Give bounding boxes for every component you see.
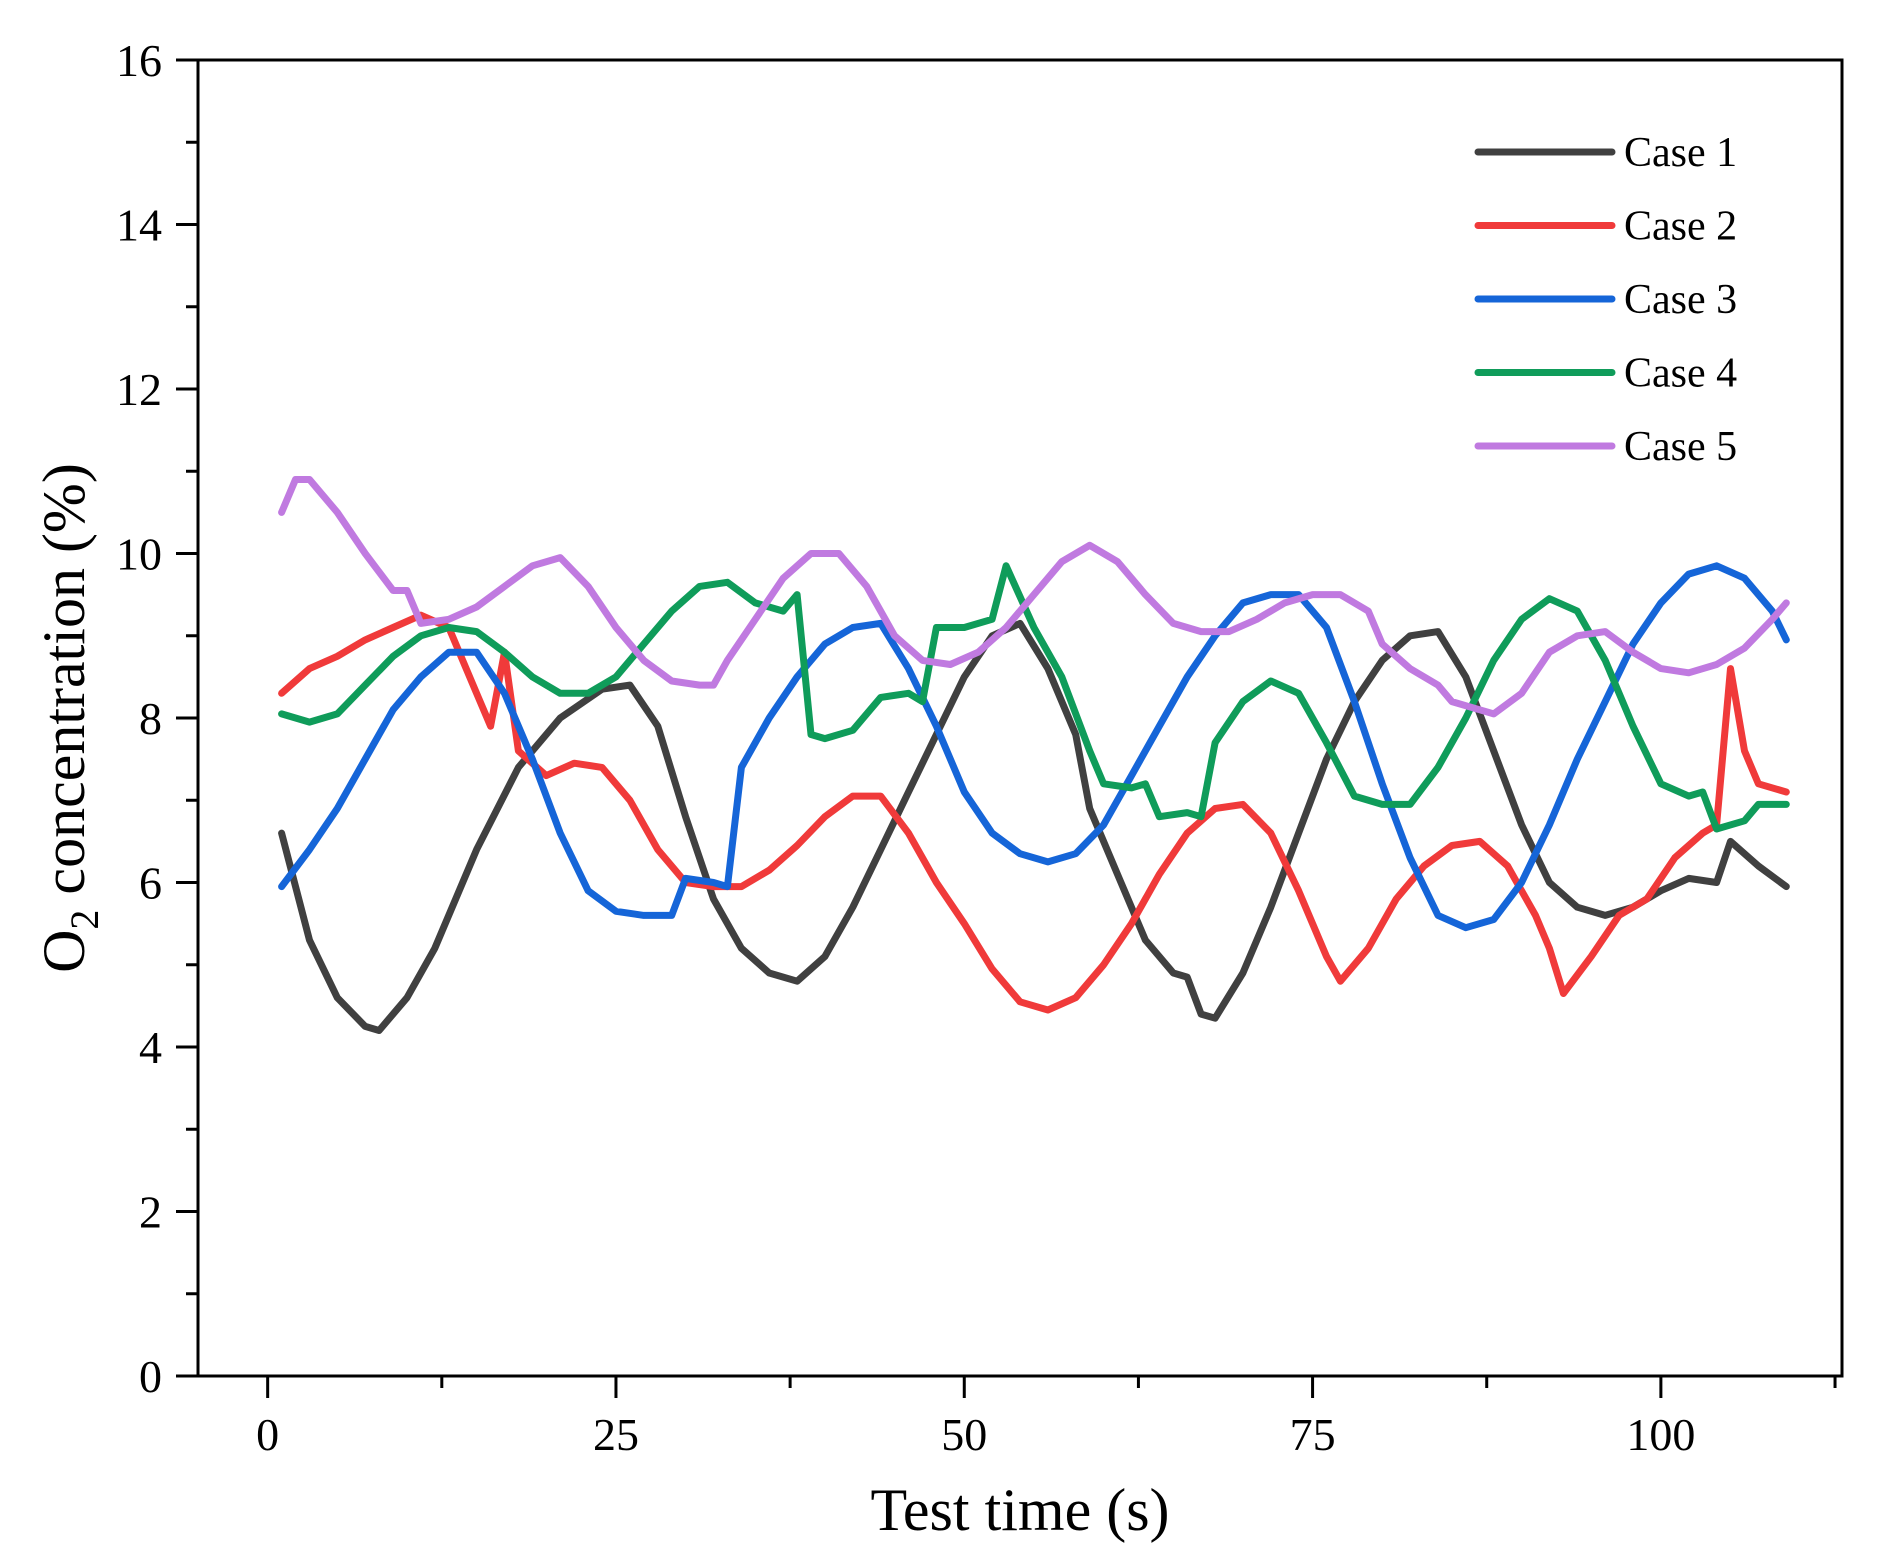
x-tick-label: 25 [593, 1409, 639, 1460]
y-tick-label: 16 [116, 35, 162, 86]
legend-label-case-1: Case 1 [1624, 130, 1737, 176]
series-line-case-1 [278, 619, 1790, 1034]
legend: Case 1 Case 2 Case 3 Case 4 Case 5 [1474, 130, 1737, 470]
y-tick-label: 10 [116, 529, 162, 580]
series-line-case-4 [278, 562, 1790, 833]
y-tick-label: 2 [139, 1187, 162, 1238]
y-axis-title-subscript: 2 [62, 910, 107, 930]
x-axis: 0 25 50 75 100 [256, 1376, 1837, 1460]
series-line-case-3 [278, 562, 1790, 932]
series-line-case-5 [278, 476, 1790, 718]
x-tick-label: 0 [256, 1409, 279, 1460]
legend-label-case-4: Case 4 [1624, 351, 1737, 397]
y-axis-title-rest: concentration (%) [31, 463, 97, 909]
legend-label-case-5: Case 5 [1624, 424, 1737, 470]
y-tick-label: 0 [139, 1351, 162, 1402]
y-tick-label: 6 [139, 858, 162, 909]
legend-label-case-2: Case 2 [1624, 204, 1737, 250]
y-tick-label: 12 [116, 364, 162, 415]
x-axis-title: Test time (s) [870, 1477, 1169, 1543]
y-tick-label: 14 [116, 200, 162, 251]
y-axis-title: O2 concentration (%) [31, 463, 107, 973]
legend-label-case-3: Case 3 [1624, 277, 1737, 323]
x-tick-label: 50 [941, 1409, 987, 1460]
x-tick-label: 100 [1626, 1409, 1695, 1460]
x-tick-label: 75 [1290, 1409, 1336, 1460]
y-tick-label: 8 [139, 693, 162, 744]
y-axis-title-main: O [31, 930, 97, 973]
y-axis: 0 2 4 6 8 10 12 14 16 [116, 35, 198, 1402]
series-layer [278, 476, 1790, 1034]
y-tick-label: 4 [139, 1022, 162, 1073]
series-line-case-2 [278, 611, 1790, 1014]
